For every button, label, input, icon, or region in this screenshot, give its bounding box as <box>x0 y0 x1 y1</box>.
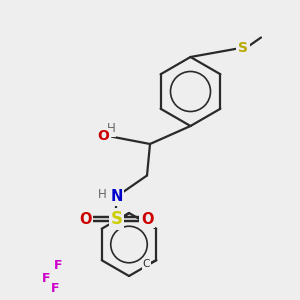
Text: N: N <box>110 189 123 204</box>
Text: C: C <box>143 259 150 269</box>
Text: F: F <box>42 272 51 286</box>
Text: O: O <box>79 212 92 226</box>
Text: F: F <box>54 259 63 272</box>
Text: H: H <box>98 188 106 201</box>
Text: O: O <box>141 212 153 226</box>
Text: O: O <box>98 130 110 143</box>
Text: F: F <box>51 281 60 295</box>
Text: H: H <box>106 122 116 136</box>
Text: S: S <box>110 210 122 228</box>
Text: S: S <box>238 41 248 55</box>
